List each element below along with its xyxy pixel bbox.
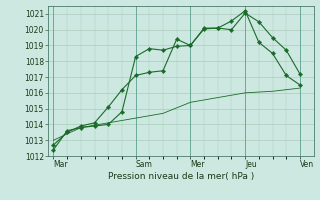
X-axis label: Pression niveau de la mer( hPa ): Pression niveau de la mer( hPa ) (108, 172, 254, 181)
